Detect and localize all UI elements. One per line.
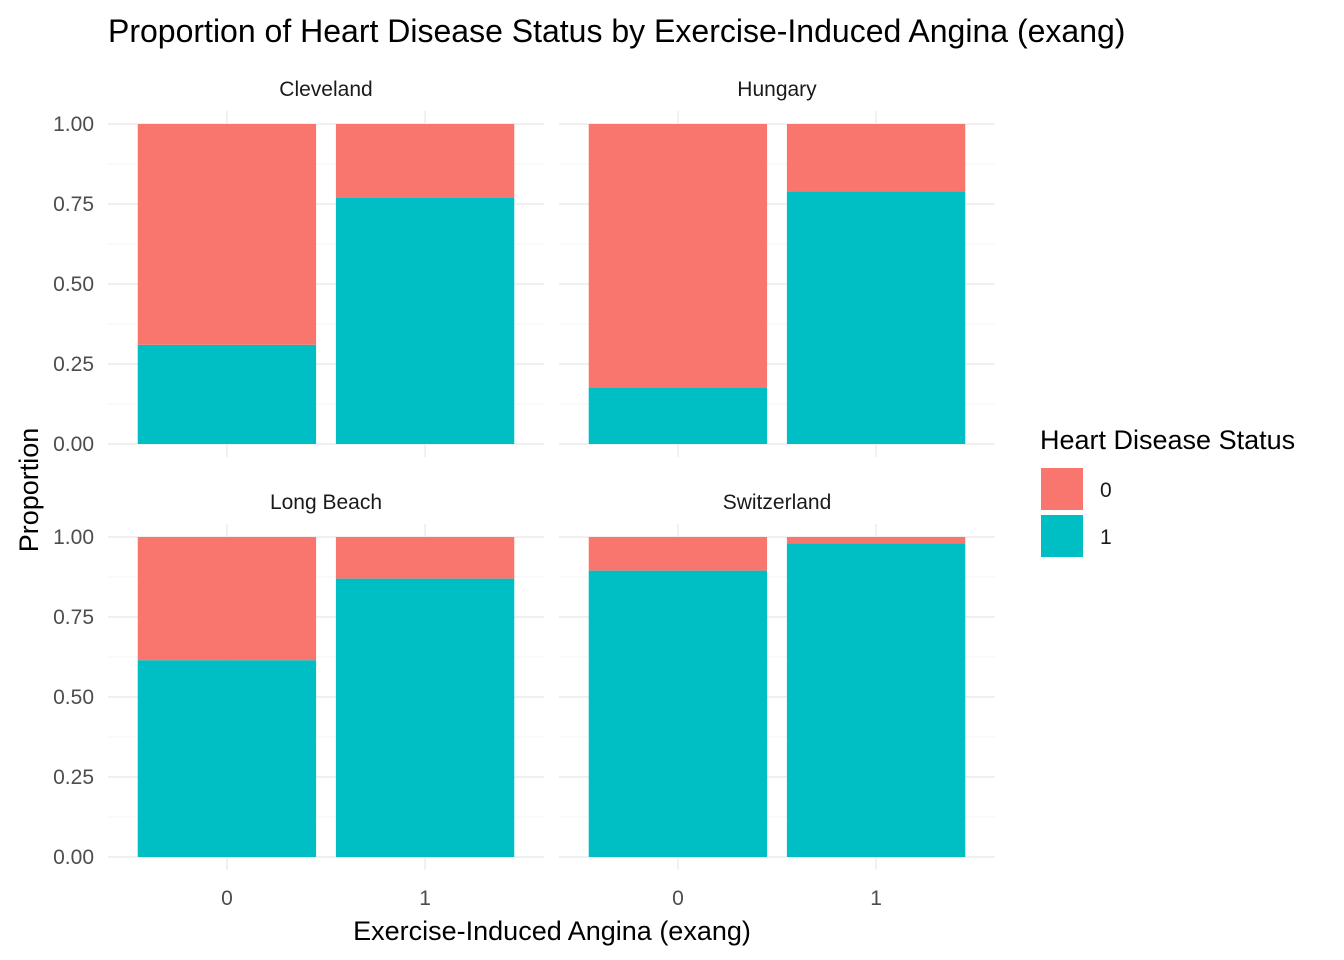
legend: Heart Disease Status 0 1 [1040,425,1295,557]
legend-label-0: 0 [1100,479,1112,502]
facet-panel-cleveland: Cleveland 0.00 0.25 0.50 0.75 1.00 [53,78,544,457]
y-tick-label: 0.00 [53,433,94,456]
bar-long-beach-exang-1-status-0 [335,537,515,579]
y-tick-label: 0.00 [53,846,94,869]
bar-hungary-exang-0-status-1 [588,388,768,444]
x-tick-label: 1 [419,887,431,910]
bar-switzerland-exang-0-status-0 [588,537,768,571]
x-axis-title: Exercise-Induced Angina (exang) [353,916,751,946]
y-tick-label: 0.75 [53,606,94,629]
bar-cleveland-exang-1-status-1 [335,197,515,444]
facet-label-hungary: Hungary [737,78,817,101]
facet-label-switzerland: Switzerland [723,491,832,514]
bar-cleveland-exang-0-status-0 [137,124,317,345]
x-tick-label: 0 [672,887,684,910]
y-tick-label: 0.25 [53,353,94,376]
legend-key-1 [1041,515,1083,557]
bar-hungary-exang-0-status-0 [588,124,768,388]
facet-label-cleveland: Cleveland [279,78,372,101]
bar-long-beach-exang-1-status-1 [335,578,515,857]
legend-key-0 [1041,468,1083,510]
bar-cleveland-exang-1-status-0 [335,124,515,198]
y-tick-label: 1.00 [53,113,94,136]
bar-switzerland-exang-1-status-0 [786,537,966,544]
facet-panel-hungary: Hungary [559,78,995,457]
x-tick-label: 0 [221,887,233,910]
y-tick-label: 0.75 [53,193,94,216]
facet-label-long-beach: Long Beach [270,491,382,514]
legend-label-1: 1 [1100,526,1112,549]
bar-hungary-exang-1-status-0 [786,124,966,192]
legend-title: Heart Disease Status [1040,425,1295,455]
x-tick-label: 1 [870,887,882,910]
y-axis-title: Proportion [14,428,44,553]
facet-panel-switzerland: Switzerland 0 1 [559,491,995,910]
y-tick-label: 1.00 [53,526,94,549]
y-tick-label: 0.50 [53,686,94,709]
y-tick-label: 0.25 [53,766,94,789]
facet-panels: Cleveland 0.00 0.25 0.50 0.75 1.00 Hungary Long… [53,78,995,910]
chart-title: Proportion of Heart Disease Status by Ex… [108,13,1125,49]
bar-long-beach-exang-0-status-0 [137,537,317,661]
bar-long-beach-exang-0-status-1 [137,660,317,857]
bar-switzerland-exang-0-status-1 [588,570,768,857]
bar-switzerland-exang-1-status-1 [786,543,966,857]
bar-hungary-exang-1-status-1 [786,191,966,444]
y-tick-label: 0.50 [53,273,94,296]
facet-panel-long-beach: Long Beach 0.00 0.25 0.50 0.75 1.00 0 1 [53,491,544,910]
bar-cleveland-exang-0-status-1 [137,344,317,444]
